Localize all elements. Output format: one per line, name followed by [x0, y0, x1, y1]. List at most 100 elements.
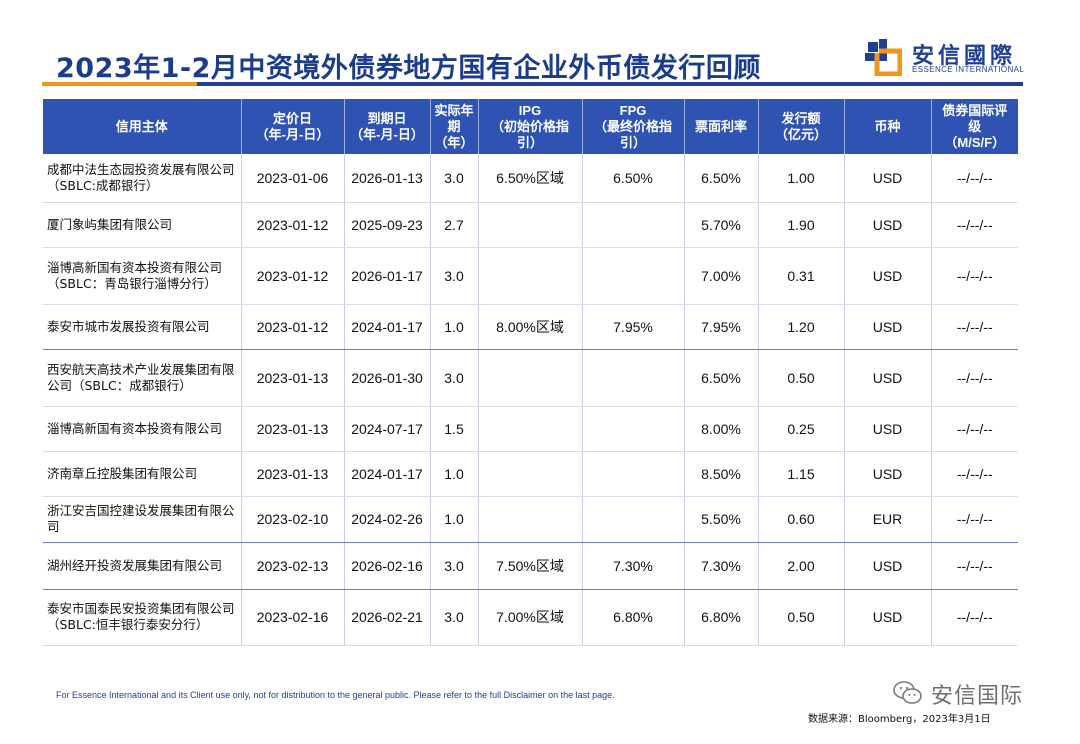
cell-coupon: 6.80%: [684, 589, 759, 646]
column-header-tenor: 实际年 期 （年）: [430, 99, 479, 154]
cell-currency: USD: [844, 589, 932, 646]
wechat-icon: [893, 681, 922, 704]
logo-mark-icon: [865, 39, 902, 76]
cell-rating: --/--/--: [931, 496, 1018, 543]
column-header-coupon: 票面利率: [684, 99, 759, 154]
cell-amount: 2.00: [758, 542, 845, 590]
cell-tenor: 3.0: [430, 247, 479, 305]
cell-issuer: 湖州经开投资发展集团有限公司: [43, 542, 242, 590]
cell-fpg: 6.50%: [582, 154, 685, 203]
cell-currency: USD: [844, 349, 932, 407]
cell-coupon: 5.70%: [684, 202, 759, 248]
page-title: 2023年1-2月中资境外债券地方国有企业外币债发行回顾: [56, 53, 761, 84]
wechat-watermark: 安信国际: [893, 676, 1053, 710]
cell-rating: --/--/--: [931, 349, 1018, 407]
cell-maturity-date: 2025-09-23: [344, 202, 431, 248]
cell-coupon: 8.00%: [684, 406, 759, 452]
cell-pricing-date: 2023-01-12: [241, 304, 345, 350]
cell-ipg: 8.00%区域: [478, 304, 583, 350]
cell-issuer: 淄博高新国有资本投资有限公司: [43, 406, 242, 452]
cell-ipg: 7.50%区域: [478, 542, 583, 590]
cell-amount: 1.00: [758, 154, 845, 203]
cell-amount: 1.15: [758, 451, 845, 497]
cell-issuer: 泰安市城市发展投资有限公司: [43, 304, 242, 350]
column-header-ipg: IPG （初始价格指 引）: [478, 99, 583, 154]
cell-amount: 0.50: [758, 589, 845, 646]
cell-ipg: [478, 406, 583, 452]
table-header-row: 信用主体 定价日 （年-月-日） 到期日 （年-月-日） 实际年 期 （年） I…: [43, 99, 1018, 154]
cell-ipg: [478, 202, 583, 248]
cell-rating: --/--/--: [931, 202, 1018, 248]
cell-ipg: 6.50%区域: [478, 154, 583, 203]
cell-issuer: 淄博高新国有资本投资有限公司（SBLC：青岛银行淄博分行）: [43, 247, 242, 305]
cell-tenor: 1.0: [430, 304, 479, 350]
table-row: 泰安市国泰民安投资集团有限公司（SBLC:恒丰银行泰安分行） 2023-02-16…: [43, 589, 1018, 646]
cell-issuer: 泰安市国泰民安投资集团有限公司（SBLC:恒丰银行泰安分行）: [43, 589, 242, 646]
cell-maturity-date: 2026-02-16: [344, 542, 431, 590]
title-underline: [197, 82, 1023, 86]
cell-issuer: 成都中法生态园投资发展有限公司（SBLC:成都银行）: [43, 154, 242, 203]
table-row: 济南章丘控股集团有限公司 2023-01-13 2024-01-17 1.0 8.50%…: [43, 451, 1018, 497]
cell-currency: USD: [844, 542, 932, 590]
watermark-text: 安信国际: [931, 684, 1024, 709]
cell-pricing-date: 2023-01-12: [241, 247, 345, 305]
cell-issuer: 厦门象屿集团有限公司: [43, 202, 242, 248]
cell-fpg: [582, 496, 685, 543]
table-row: 淄博高新国有资本投资有限公司（SBLC：青岛银行淄博分行） 2023-01-12 2…: [43, 247, 1018, 305]
table-row: 西安航天高技术产业发展集团有限公司（SBLC：成都银行） 2023-01-13 20…: [43, 349, 1018, 407]
cell-tenor: 3.0: [430, 589, 479, 646]
cell-tenor: 1.0: [430, 496, 479, 543]
column-header-rating: 债券国际评 级 （M/S/F）: [931, 99, 1018, 154]
cell-fpg: [582, 247, 685, 305]
cell-currency: USD: [844, 406, 932, 452]
table-row: 厦门象屿集团有限公司 2023-01-12 2025-09-23 2.7 5.70% 1.…: [43, 202, 1018, 248]
cell-fpg: 7.30%: [582, 542, 685, 590]
cell-coupon: 5.50%: [684, 496, 759, 543]
cell-maturity-date: 2024-02-26: [344, 496, 431, 543]
cell-pricing-date: 2023-01-06: [241, 154, 345, 203]
cell-issuer: 浙江安吉国控建设发展集团有限公司: [43, 496, 242, 543]
cell-rating: --/--/--: [931, 451, 1018, 497]
cell-rating: --/--/--: [931, 589, 1018, 646]
cell-rating: --/--/--: [931, 406, 1018, 452]
cell-pricing-date: 2023-02-16: [241, 589, 345, 646]
cell-ipg: [478, 349, 583, 407]
cell-maturity-date: 2024-01-17: [344, 304, 431, 350]
cell-coupon: 7.30%: [684, 542, 759, 590]
cell-rating: --/--/--: [931, 154, 1018, 203]
cell-amount: 0.31: [758, 247, 845, 305]
cell-fpg: [582, 349, 685, 407]
cell-fpg: 6.80%: [582, 589, 685, 646]
cell-pricing-date: 2023-01-12: [241, 202, 345, 248]
cell-amount: 0.50: [758, 349, 845, 407]
cell-currency: USD: [844, 154, 932, 203]
cell-tenor: 1.5: [430, 406, 479, 452]
cell-maturity-date: 2026-01-17: [344, 247, 431, 305]
cell-tenor: 3.0: [430, 154, 479, 203]
cell-amount: 1.90: [758, 202, 845, 248]
column-header-amount: 发行额 （亿元）: [758, 99, 845, 154]
table-row: 泰安市城市发展投资有限公司 2023-01-12 2024-01-17 1.0 8.00…: [43, 304, 1018, 350]
column-header-currency: 币种: [844, 99, 932, 154]
cell-currency: USD: [844, 247, 932, 305]
cell-rating: --/--/--: [931, 304, 1018, 350]
cell-ipg: 7.00%区域: [478, 589, 583, 646]
cell-coupon: 6.50%: [684, 154, 759, 203]
cell-fpg: 7.95%: [582, 304, 685, 350]
bond-issuance-table: 信用主体 定价日 （年-月-日） 到期日 （年-月-日） 实际年 期 （年） I…: [43, 99, 1018, 646]
column-header-pricing-date: 定价日 （年-月-日）: [241, 99, 345, 154]
cell-coupon: 7.95%: [684, 304, 759, 350]
cell-tenor: 3.0: [430, 542, 479, 590]
cell-fpg: [582, 451, 685, 497]
cell-coupon: 6.50%: [684, 349, 759, 407]
logo-english-name: ESSENCE INTERNATIONAL: [912, 65, 1025, 74]
cell-coupon: 7.00%: [684, 247, 759, 305]
cell-pricing-date: 2023-01-13: [241, 406, 345, 452]
cell-fpg: [582, 406, 685, 452]
table-row: 湖州经开投资发展集团有限公司 2023-02-13 2026-02-16 3.0 7.5…: [43, 542, 1018, 590]
cell-issuer: 济南章丘控股集团有限公司: [43, 451, 242, 497]
cell-tenor: 3.0: [430, 349, 479, 407]
cell-pricing-date: 2023-01-13: [241, 349, 345, 407]
cell-amount: 1.20: [758, 304, 845, 350]
cell-maturity-date: 2024-01-17: [344, 451, 431, 497]
